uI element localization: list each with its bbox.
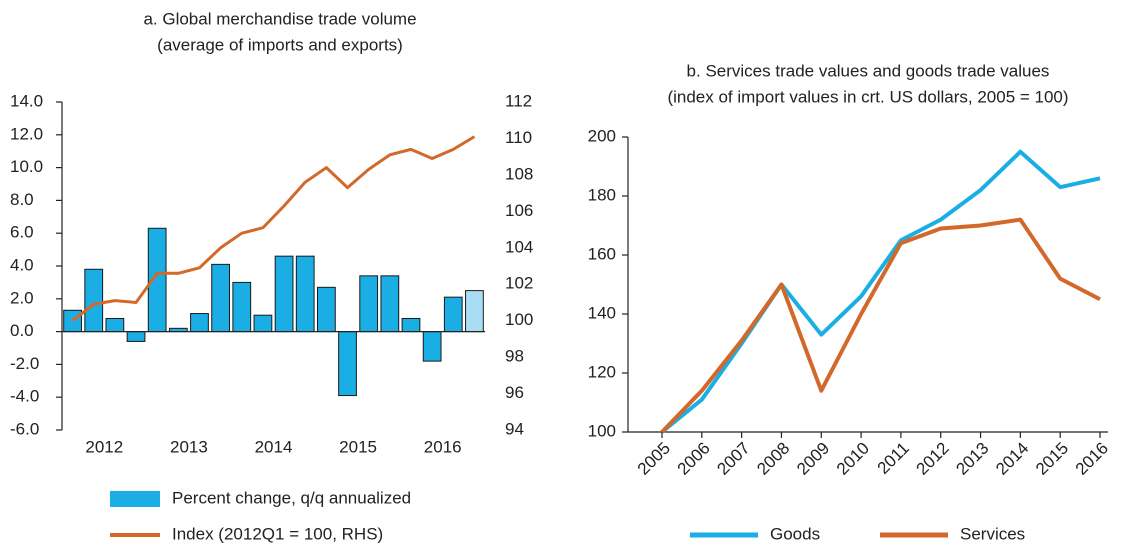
bar bbox=[465, 290, 484, 333]
x-tick-label: 2012 bbox=[85, 437, 123, 456]
bar bbox=[443, 296, 463, 333]
chart-title: a. Global merchandise trade volume bbox=[143, 9, 416, 28]
y-tick-label: 180 bbox=[588, 185, 616, 204]
y-tick-label: 2.0 bbox=[10, 288, 34, 307]
bar bbox=[295, 255, 315, 333]
x-tick-label: 2009 bbox=[793, 439, 833, 479]
y-tick-label: 10.0 bbox=[10, 157, 43, 176]
y2-tick-label: 106 bbox=[505, 201, 533, 220]
bar bbox=[253, 314, 273, 333]
x-tick-label: 2013 bbox=[952, 439, 992, 479]
y2-tick-label: 100 bbox=[505, 310, 533, 329]
y-tick-label: 140 bbox=[588, 303, 616, 322]
bar bbox=[84, 268, 104, 333]
y-tick-label: 8.0 bbox=[10, 190, 34, 209]
x-tick-label: 2016 bbox=[424, 437, 462, 456]
x-tick-label: 2005 bbox=[634, 439, 674, 479]
legend-label: Services bbox=[960, 524, 1025, 543]
x-tick-label: 2007 bbox=[713, 439, 753, 479]
x-tick-label: 2014 bbox=[992, 439, 1032, 479]
y-tick-label: 0.0 bbox=[10, 321, 34, 340]
y2-tick-label: 104 bbox=[505, 237, 533, 256]
y2-tick-label: 94 bbox=[505, 419, 524, 438]
x-tick-label: 2016 bbox=[1072, 439, 1112, 479]
chart-title: b. Services trade values and goods trade… bbox=[687, 61, 1050, 80]
y-tick-label: 120 bbox=[588, 362, 616, 381]
x-tick-label: 2012 bbox=[913, 439, 953, 479]
y2-tick-label: 98 bbox=[505, 347, 524, 366]
bar bbox=[338, 331, 357, 397]
bar bbox=[359, 275, 379, 333]
bar bbox=[211, 263, 231, 333]
y-tick-label: 14.0 bbox=[10, 91, 43, 110]
line bbox=[660, 149, 1101, 434]
y-tick-label: -2.0 bbox=[10, 354, 39, 373]
bar bbox=[316, 286, 336, 333]
y-tick-label: -4.0 bbox=[10, 387, 39, 406]
y2-tick-label: 110 bbox=[505, 128, 532, 147]
legend-swatch bbox=[110, 491, 160, 507]
legend-label: Percent change, q/q annualized bbox=[172, 488, 411, 507]
x-tick-label: 2015 bbox=[1032, 439, 1072, 479]
x-tick-label: 2011 bbox=[874, 439, 913, 478]
legend-label: Index (2012Q1 = 100, RHS) bbox=[172, 524, 383, 543]
x-tick-label: 2014 bbox=[255, 437, 293, 456]
chart-subtitle: (index of import values in crt. US dolla… bbox=[667, 87, 1068, 106]
y-tick-label: 200 bbox=[588, 126, 616, 145]
bar bbox=[126, 331, 146, 342]
y-tick-label: 12.0 bbox=[10, 124, 43, 143]
y2-tick-label: 96 bbox=[505, 383, 524, 402]
y-tick-label: 160 bbox=[588, 244, 616, 263]
x-tick-label: 2006 bbox=[674, 439, 714, 479]
bar bbox=[401, 317, 421, 333]
y2-tick-label: 112 bbox=[505, 91, 532, 110]
x-tick-label: 2013 bbox=[170, 437, 208, 456]
y-tick-label: 4.0 bbox=[10, 255, 34, 274]
y2-tick-label: 108 bbox=[505, 164, 533, 183]
y2-tick-label: 102 bbox=[505, 274, 533, 293]
y-tick-label: -6.0 bbox=[10, 419, 39, 438]
y-tick-label: 6.0 bbox=[10, 223, 34, 242]
bar bbox=[190, 313, 209, 333]
x-tick-label: 2015 bbox=[339, 437, 377, 456]
x-tick-label: 2008 bbox=[753, 439, 793, 479]
y-tick-label: 100 bbox=[588, 421, 616, 440]
line bbox=[660, 217, 1101, 434]
bar bbox=[274, 255, 294, 333]
bar bbox=[422, 331, 442, 362]
bar bbox=[63, 309, 82, 333]
x-tick-label: 2010 bbox=[833, 439, 873, 479]
chart-subtitle: (average of imports and exports) bbox=[157, 35, 403, 54]
bar bbox=[232, 281, 252, 333]
legend-label: Goods bbox=[770, 524, 820, 543]
line bbox=[71, 135, 476, 322]
bar bbox=[105, 317, 125, 333]
bar bbox=[380, 275, 400, 333]
